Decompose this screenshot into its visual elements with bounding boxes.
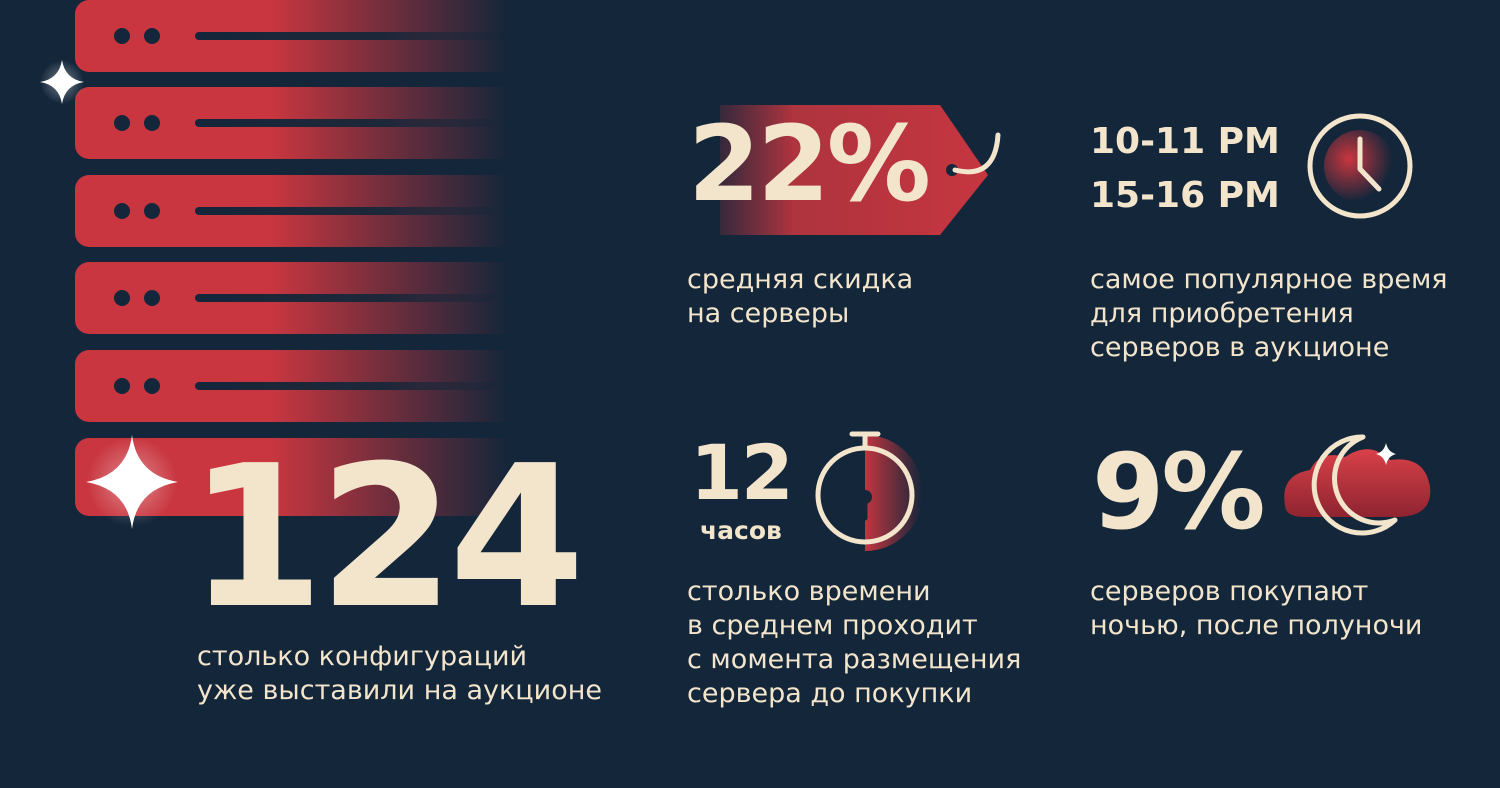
caption-line: самое популярное время [1090,264,1448,295]
night-caption: серверов покупают ночью, после полуночи [1090,575,1422,643]
moon-cloud-icon [1284,434,1431,536]
caption-line: в среднем проходит [687,610,978,641]
discount-caption: средняя скидка на серверы [687,263,913,331]
caption-line: сервера до покупки [687,678,973,709]
clock-icon [1307,113,1413,219]
caption-line: уже выставили на аукционе [197,675,603,706]
sale-time-unit: часов [700,516,782,545]
caption-line: средняя скидка [687,264,914,295]
caption-line: столько конфигураций [197,641,528,672]
discount-value: 22% [688,103,931,225]
configs-caption: столько конфигураций уже выставили на ау… [197,640,602,708]
server-unit-6 [75,438,555,516]
server-unit-5 [75,350,555,422]
sale-time-caption: столько времени в среднем проходит с мом… [687,575,1021,711]
caption-line: на серверы [687,298,850,329]
peak-time-caption: самое популярное время для приобретения … [1090,263,1448,365]
caption-line: для приобретения [1090,298,1354,329]
caption-line: серверов в аукционе [1090,332,1390,363]
server-unit-4 [75,262,555,334]
peak-time-value: 10-11 PM [1090,121,1280,162]
caption-line: с момента размещения [687,644,1022,675]
server-unit-3 [75,175,555,247]
sale-time-value: 12 [690,428,794,517]
price-tag-icon [720,105,1001,235]
server-unit-2 [75,87,555,159]
caption-line: ночью, после полуночи [1090,610,1423,641]
sparkle-icon [40,60,84,104]
stopwatch-icon [815,431,923,551]
configs-value: 124 [188,424,585,652]
server-unit-1 [75,0,555,72]
peak-time-value: 15-16 PM [1090,175,1280,216]
caption-line: столько времени [687,576,931,607]
sparkle-icon [86,435,178,529]
caption-line: серверов покупают [1090,576,1369,607]
night-value: 9% [1092,431,1266,553]
